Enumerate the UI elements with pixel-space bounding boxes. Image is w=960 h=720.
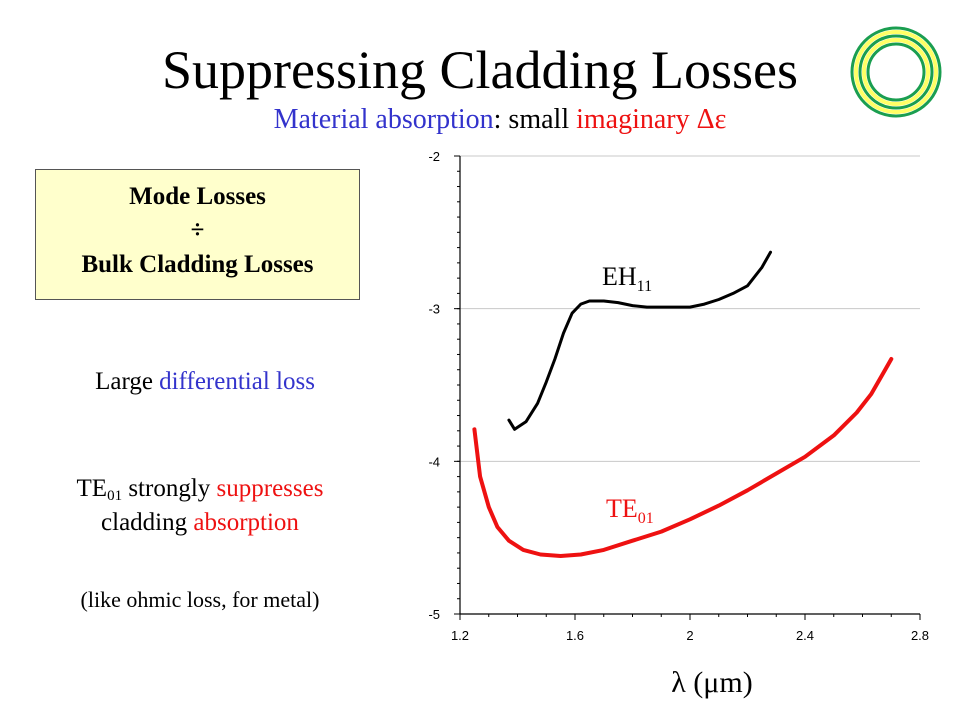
box-mode-losses: Mode Losses bbox=[129, 183, 266, 210]
cladding-word: cladding bbox=[101, 509, 194, 536]
large-word: Large bbox=[95, 368, 160, 395]
y-tick-label: -5 bbox=[428, 607, 440, 622]
y-tick-label: -2 bbox=[428, 149, 440, 164]
subtitle-imaginary: imaginary bbox=[576, 104, 697, 135]
eh11-label: EH11 bbox=[602, 262, 652, 295]
te01-subscript: 01 bbox=[107, 487, 123, 504]
te01-te: TE bbox=[76, 475, 108, 502]
subtitle-delta-epsilon: Δε bbox=[696, 104, 727, 135]
x-tick-label: 2.8 bbox=[911, 628, 929, 643]
te01-label: TE01 bbox=[606, 494, 654, 527]
x-tick-label: 2.4 bbox=[796, 628, 814, 643]
box-divide-symbol: ÷ bbox=[190, 217, 205, 244]
eh11-curve bbox=[507, 250, 772, 431]
slide-subtitle: Material absorption: small imaginary Δε bbox=[0, 103, 960, 137]
subtitle-material-absorption: Material absorption bbox=[273, 104, 494, 135]
x-tick-label: 2 bbox=[686, 628, 693, 643]
y-tick-label: -4 bbox=[428, 454, 440, 469]
x-tick-label: 1.2 bbox=[451, 628, 469, 643]
fiber-rings-logo bbox=[850, 26, 942, 118]
suppresses-word: suppresses bbox=[216, 475, 324, 502]
x-axis-title: λ (μm) bbox=[671, 666, 753, 699]
plot-area bbox=[460, 156, 920, 614]
loss-vs-wavelength-chart: -2 -3 -4 -5 1.2 1.6 2 2.4 2.8 EH11 TE01 bbox=[428, 149, 929, 643]
box-bulk-cladding-losses: Bulk Cladding Losses bbox=[81, 251, 314, 278]
differential-loss-phrase: differential loss bbox=[159, 368, 315, 395]
slide-title: Suppressing Cladding Losses bbox=[161, 40, 798, 100]
differential-loss-text: Large differential loss bbox=[35, 365, 375, 399]
ohmic-loss-note: (like ohmic loss, for metal) bbox=[80, 587, 320, 612]
x-tick-label: 1.6 bbox=[566, 628, 584, 643]
mode-losses-ratio-box: Mode Losses ÷ Bulk Cladding Losses bbox=[35, 169, 360, 300]
te01-curve bbox=[472, 357, 894, 558]
subtitle-small: : small bbox=[493, 104, 577, 135]
strongly-word: strongly bbox=[122, 475, 217, 502]
te01-line2: cladding absorption bbox=[20, 506, 380, 540]
te01-line1: TE01 strongly suppresses bbox=[20, 472, 380, 506]
y-tick-label: -3 bbox=[428, 302, 440, 317]
te01-suppression-text: TE01 strongly suppresses cladding absorp… bbox=[20, 472, 380, 540]
absorption-word: absorption bbox=[193, 509, 299, 536]
